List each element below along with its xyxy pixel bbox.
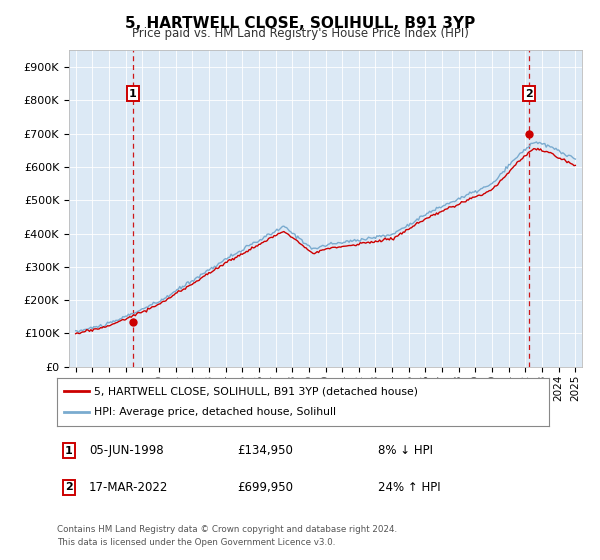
Text: £134,950: £134,950	[237, 444, 293, 458]
Text: 5, HARTWELL CLOSE, SOLIHULL, B91 3YP: 5, HARTWELL CLOSE, SOLIHULL, B91 3YP	[125, 16, 475, 31]
Text: 1: 1	[129, 88, 137, 99]
Text: £699,950: £699,950	[237, 480, 293, 494]
Text: 8% ↓ HPI: 8% ↓ HPI	[378, 444, 433, 458]
Text: 1: 1	[65, 446, 73, 456]
Text: This data is licensed under the Open Government Licence v3.0.: This data is licensed under the Open Gov…	[57, 538, 335, 547]
Text: HPI: Average price, detached house, Solihull: HPI: Average price, detached house, Soli…	[94, 407, 336, 417]
Text: 17-MAR-2022: 17-MAR-2022	[89, 480, 168, 494]
Text: 2: 2	[65, 482, 73, 492]
Text: Price paid vs. HM Land Registry's House Price Index (HPI): Price paid vs. HM Land Registry's House …	[131, 27, 469, 40]
Text: 24% ↑ HPI: 24% ↑ HPI	[378, 480, 440, 494]
Text: 2: 2	[525, 88, 533, 99]
Text: 5, HARTWELL CLOSE, SOLIHULL, B91 3YP (detached house): 5, HARTWELL CLOSE, SOLIHULL, B91 3YP (de…	[94, 386, 418, 396]
Text: 05-JUN-1998: 05-JUN-1998	[89, 444, 163, 458]
Text: Contains HM Land Registry data © Crown copyright and database right 2024.: Contains HM Land Registry data © Crown c…	[57, 525, 397, 534]
